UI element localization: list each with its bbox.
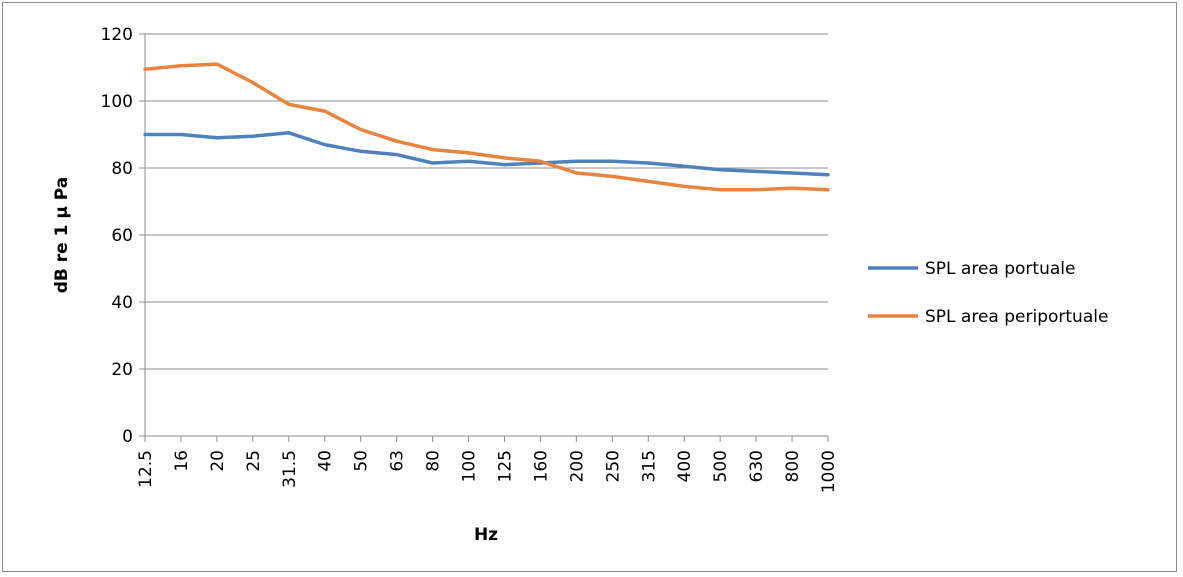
x-axis-title: Hz — [474, 525, 498, 545]
legend: SPL area portuale SPL area periportuale — [868, 259, 1108, 327]
x-tick-label: 40 — [316, 450, 336, 472]
y-tick-label: 100 — [101, 92, 133, 112]
x-tick-label: 250 — [603, 450, 623, 482]
y-tick-label: 0 — [122, 427, 133, 447]
x-tick-label: 25 — [244, 450, 264, 472]
x-tick-label: 800 — [783, 450, 803, 482]
x-tick-label: 50 — [352, 450, 372, 472]
y-tick-label: 20 — [111, 360, 133, 380]
gridlines — [145, 33, 828, 370]
legend-label-2: SPL area periportuale — [925, 307, 1108, 327]
y-tick-label: 40 — [111, 293, 133, 313]
y-tick-label: 60 — [111, 226, 133, 246]
series-line-1 — [143, 131, 830, 177]
series-line-2 — [143, 62, 830, 192]
x-tick-label: 100 — [460, 450, 480, 482]
x-tick-label: 12.5 — [136, 450, 156, 488]
axes — [139, 33, 829, 442]
y-tick-labels: 0 20 40 60 80 100 120 — [101, 25, 133, 447]
y-axis-title: dB re 1 µ Pa — [52, 177, 72, 294]
x-tick-label: 125 — [495, 450, 515, 482]
y-tick-label: 80 — [111, 159, 133, 179]
x-tick-label: 16 — [172, 450, 192, 472]
x-tick-label: 630 — [747, 450, 767, 482]
x-tick-label: 1000 — [819, 450, 839, 493]
x-tick-labels: 12.5 16 20 25 31.5 40 50 63 80 100 125 160 200 250 315… — [136, 450, 839, 493]
x-tick-label: 200 — [567, 450, 587, 482]
y-tick-label: 120 — [101, 25, 133, 45]
x-tick-label: 500 — [711, 450, 731, 482]
x-tick-label: 20 — [208, 450, 228, 472]
legend-label-1: SPL area portuale — [925, 259, 1075, 279]
x-tick-label: 63 — [388, 450, 408, 472]
series-lines — [143, 62, 830, 192]
x-tick-label: 31.5 — [280, 450, 300, 488]
x-tick-label: 160 — [531, 450, 551, 482]
x-tick-label: 80 — [424, 450, 444, 472]
x-tick-label: 400 — [675, 450, 695, 482]
x-tick-label: 315 — [639, 450, 659, 482]
